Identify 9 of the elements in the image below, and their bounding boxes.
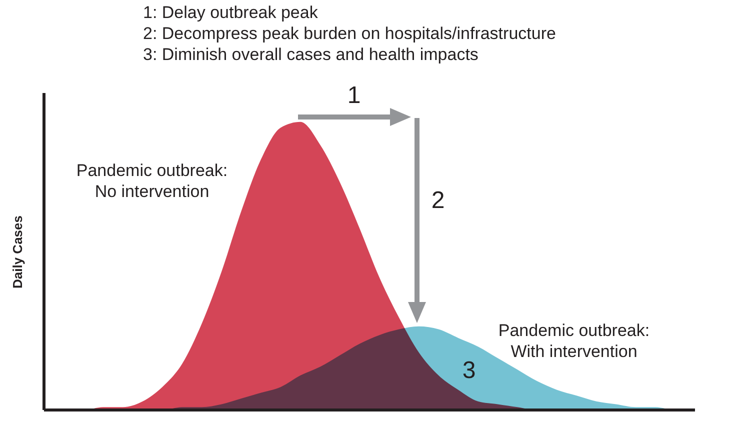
text: 1: Delay outbreak peak <box>143 3 318 22</box>
text: 1 <box>347 82 361 109</box>
series-label: Pandemic outbreak: With intervention <box>498 321 650 361</box>
text: 2: Decompress peak burden on hospitals/infrastructure <box>143 24 556 43</box>
text: 3: Diminish overall cases and health impacts <box>143 45 478 64</box>
annotation: 3 <box>462 357 476 384</box>
y-axis-title: Daily Cases <box>10 216 25 288</box>
series-label: Pandemic outbreak: No intervention <box>76 161 228 201</box>
annotation: 2 <box>431 187 445 214</box>
